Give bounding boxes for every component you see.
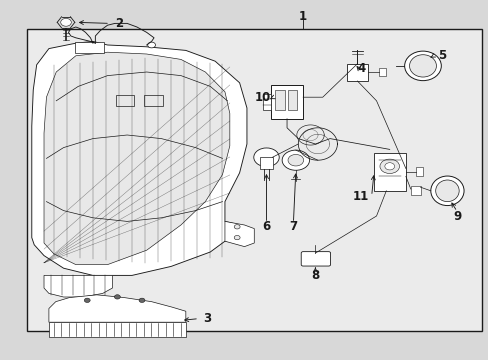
Bar (262, 94, 271, 110)
Ellipse shape (404, 51, 440, 81)
Circle shape (379, 159, 399, 174)
Text: 10: 10 (255, 91, 271, 104)
Circle shape (287, 154, 303, 166)
Bar (275, 90, 285, 110)
Text: 11: 11 (352, 190, 368, 203)
Text: 5: 5 (437, 49, 445, 62)
Ellipse shape (409, 55, 435, 77)
Polygon shape (44, 52, 229, 265)
Text: 9: 9 (452, 210, 460, 222)
Text: 6: 6 (262, 220, 270, 233)
Polygon shape (44, 275, 112, 297)
Circle shape (114, 295, 120, 299)
Circle shape (384, 163, 394, 170)
Bar (271, 85, 303, 119)
Ellipse shape (435, 180, 458, 202)
Text: 4: 4 (357, 62, 365, 75)
Text: 1: 1 (299, 10, 306, 23)
Circle shape (253, 148, 279, 167)
Bar (410, 186, 420, 195)
Circle shape (234, 235, 240, 240)
Polygon shape (224, 221, 254, 247)
Polygon shape (49, 295, 185, 322)
Circle shape (147, 42, 155, 48)
Circle shape (84, 298, 90, 302)
Text: 2: 2 (115, 17, 123, 30)
Bar (287, 90, 297, 110)
Bar (373, 153, 405, 191)
Bar (259, 157, 273, 169)
Bar (346, 64, 367, 81)
Circle shape (234, 225, 240, 229)
Bar (27, 29, 481, 331)
Text: 7: 7 (289, 220, 297, 233)
FancyBboxPatch shape (301, 252, 330, 266)
Bar (49, 322, 185, 337)
Polygon shape (32, 41, 246, 275)
Bar (415, 167, 422, 176)
Ellipse shape (430, 176, 463, 206)
Circle shape (282, 150, 309, 170)
Bar (378, 68, 386, 76)
Circle shape (139, 298, 144, 302)
Text: 3: 3 (203, 312, 211, 325)
FancyBboxPatch shape (75, 42, 103, 53)
Circle shape (61, 18, 71, 26)
Text: 8: 8 (311, 269, 319, 282)
